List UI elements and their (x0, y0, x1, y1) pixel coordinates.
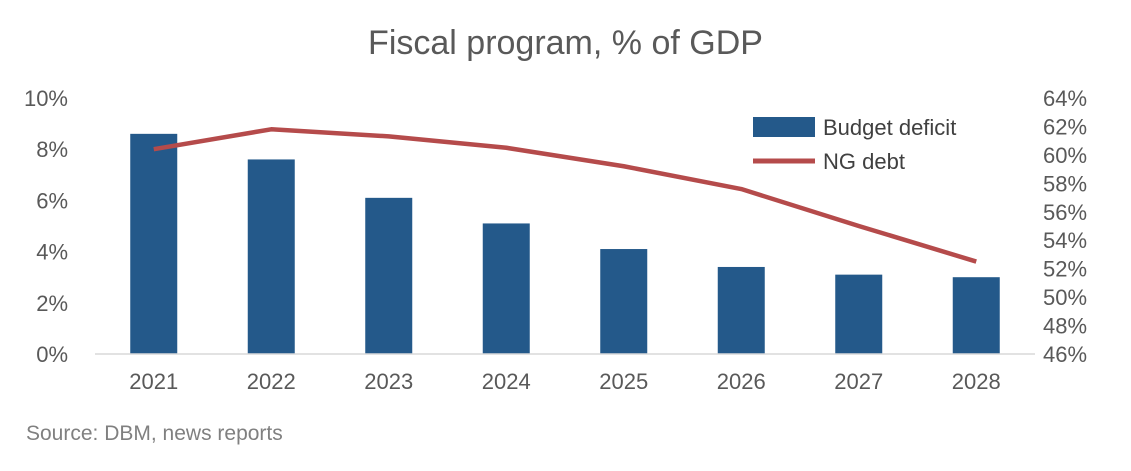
legend-label-budget-deficit: Budget deficit (823, 115, 956, 140)
source-note: Source: DBM, news reports (26, 422, 283, 445)
x-tick-label: 2028 (952, 369, 1001, 394)
chart-title: Fiscal program, % of GDP (368, 24, 763, 62)
bar-budget-deficit-2023 (365, 197, 413, 354)
bars-layer (130, 133, 1000, 354)
bar-budget-deficit-2025 (600, 249, 648, 354)
right-tick-label: 60% (1043, 143, 1087, 168)
line-layer (153, 127, 977, 264)
bar-budget-deficit-2021 (130, 133, 178, 354)
x-tick-label: 2024 (482, 369, 531, 394)
bar-budget-deficit-2026 (717, 266, 765, 354)
x-tick-label: 2026 (717, 369, 766, 394)
legend: Budget deficit NG debt (753, 115, 956, 174)
left-tick-label: 2% (36, 291, 68, 316)
x-tick-label: 2027 (834, 369, 883, 394)
right-tick-label: 52% (1043, 257, 1087, 282)
left-axis-ticks: 0% 2% 4% 6% 8% 10% (24, 86, 68, 367)
left-tick-label: 8% (36, 137, 68, 162)
right-axis-ticks: 46% 48% 50% 52% 54% 56% 58% 60% 62% 64% (1043, 86, 1087, 367)
left-tick-label: 10% (24, 86, 68, 111)
right-tick-label: 48% (1043, 314, 1087, 339)
bar-budget-deficit-2024 (482, 223, 530, 354)
x-tick-label: 2023 (364, 369, 413, 394)
right-tick-label: 58% (1043, 171, 1087, 196)
bar-budget-deficit-2027 (835, 274, 883, 354)
left-tick-label: 6% (36, 188, 68, 213)
x-tick-label: 2021 (129, 369, 178, 394)
left-tick-label: 4% (36, 240, 68, 265)
right-tick-label: 64% (1043, 86, 1087, 111)
legend-label-ng-debt: NG debt (823, 149, 905, 174)
bar-budget-deficit-2022 (247, 159, 295, 354)
legend-swatch-budget-deficit (753, 117, 815, 137)
bar-budget-deficit-2028 (952, 277, 1000, 354)
right-tick-label: 50% (1043, 285, 1087, 310)
left-tick-label: 0% (36, 342, 68, 367)
x-tick-label: 2022 (247, 369, 296, 394)
right-tick-label: 54% (1043, 228, 1087, 253)
right-tick-label: 56% (1043, 200, 1087, 225)
x-axis-ticks: 2021 2022 2023 2024 2025 2026 2027 2028 (129, 369, 1000, 394)
x-tick-label: 2025 (599, 369, 648, 394)
right-tick-label: 46% (1043, 342, 1087, 367)
line-ng-debt (153, 127, 977, 264)
right-tick-label: 62% (1043, 114, 1087, 139)
